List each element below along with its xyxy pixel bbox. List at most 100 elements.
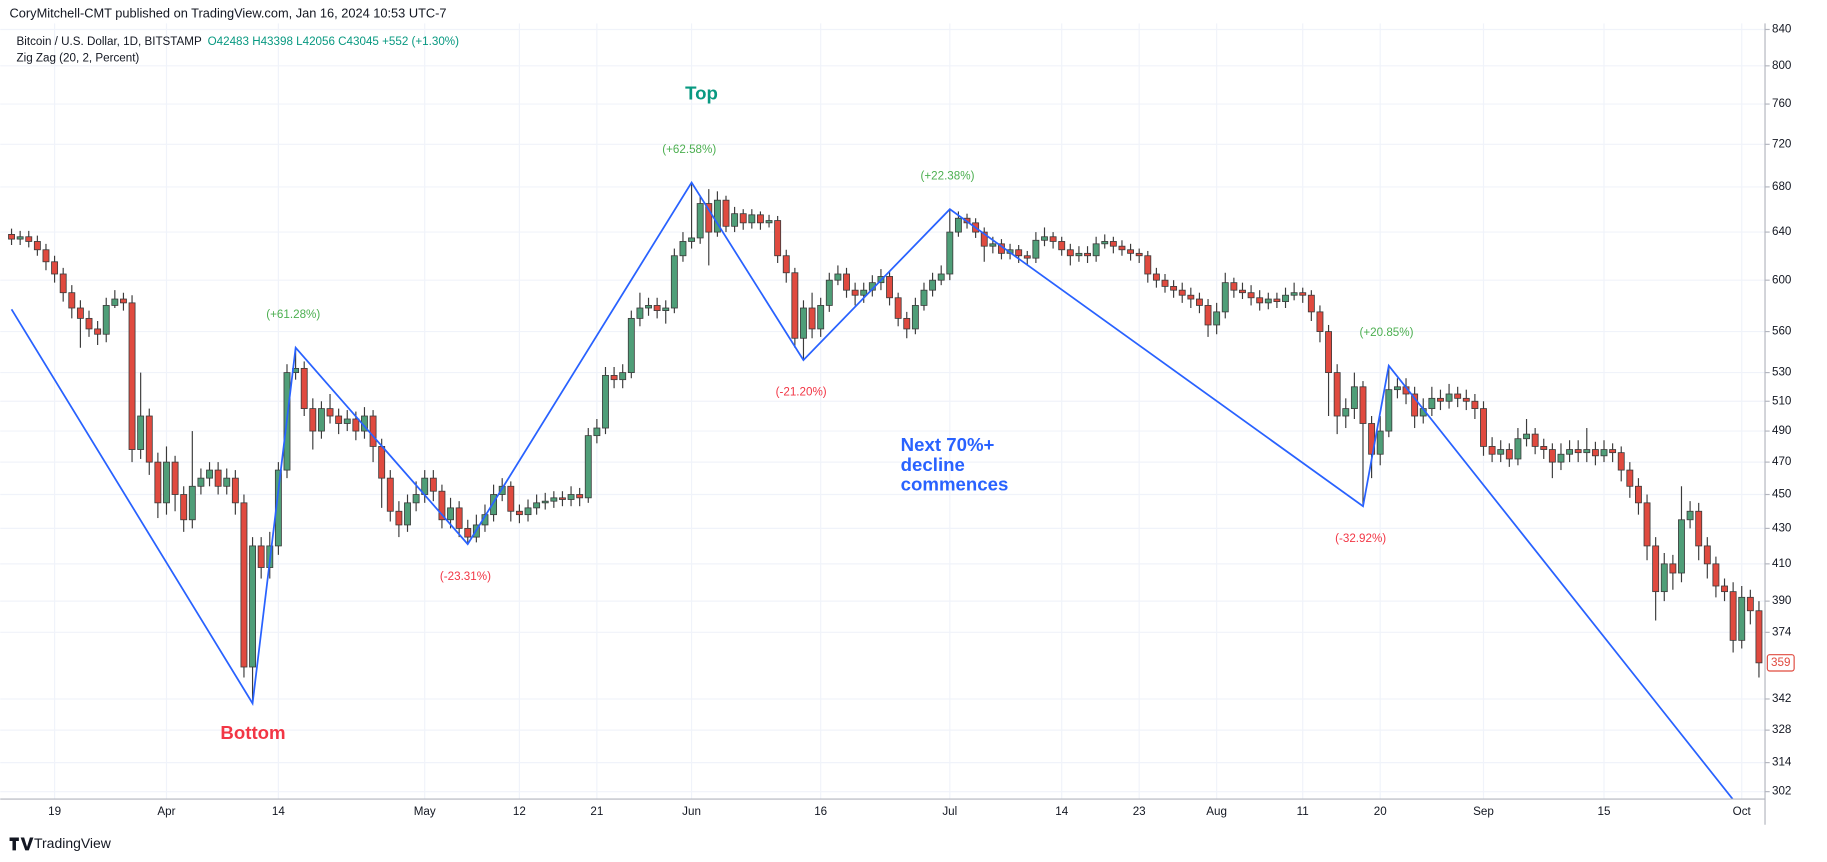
candle-body (171, 461, 179, 495)
grid (0, 23, 1766, 800)
candle-body (808, 307, 816, 330)
candle-body (59, 273, 67, 294)
y-tick-label: 800 (1772, 59, 1792, 72)
candle-body (1505, 449, 1513, 460)
candle-body (894, 297, 902, 319)
candle-body (1342, 408, 1350, 417)
candle-body (154, 461, 162, 504)
candle-body (911, 305, 919, 330)
zigzag-line (10, 180, 1734, 800)
y-tick-label: 390 (1772, 594, 1792, 607)
candle-body (886, 276, 893, 299)
candle-body (1643, 502, 1651, 547)
y-tick-label: 640 (1772, 225, 1792, 238)
candle-body (937, 273, 945, 281)
candle-body (1066, 249, 1074, 257)
candle-body (343, 418, 351, 424)
candle-body (1204, 305, 1212, 326)
candle-body (696, 203, 704, 239)
candle-body (507, 485, 515, 512)
x-tick-label: May (414, 805, 436, 818)
candle-body (739, 213, 747, 224)
swing-label: (-23.31%) (440, 570, 491, 583)
y-tick-label: 342 (1772, 692, 1791, 705)
candle-body (636, 307, 644, 319)
candle-body (679, 241, 687, 257)
x-tick-label: Oct (1733, 805, 1752, 818)
candle-body (1686, 510, 1694, 521)
candle-body (989, 243, 997, 247)
candle-body (524, 507, 532, 516)
candle-body (954, 217, 962, 233)
candle-body (946, 231, 954, 275)
y-tick-label: 410 (1772, 557, 1792, 570)
swing-label: (+20.85%) (1359, 326, 1413, 339)
candle-body (1583, 449, 1591, 454)
y-tick-label: 840 (1772, 23, 1792, 36)
x-tick-label: Jul (942, 805, 957, 818)
x-tick-label: Jun (682, 805, 701, 818)
candle-body (1385, 389, 1393, 432)
candle-body (825, 279, 833, 306)
candle-body (1729, 591, 1737, 641)
candle-body (42, 249, 50, 263)
indicator-legend: Zig Zag (20, 2, Percent) (17, 51, 140, 64)
swing-label: (-32.92%) (1335, 532, 1386, 545)
annotation: decline (901, 454, 965, 475)
swing-label: (+22.38%) (920, 170, 974, 183)
candle-body (1049, 236, 1057, 242)
candle-body (1015, 249, 1023, 257)
candle-body (713, 199, 721, 233)
y-tick-label: 430 (1772, 521, 1792, 534)
candle-body (593, 427, 601, 437)
candle-body (1135, 252, 1143, 257)
candle-body (1548, 449, 1556, 463)
candle-body (369, 415, 377, 447)
candle-body (1454, 393, 1462, 399)
candle-body (1058, 241, 1066, 251)
candle-body (1488, 446, 1496, 455)
candle-body (386, 477, 394, 512)
candle-body (94, 328, 102, 335)
byline: CoryMitchell-CMT published on TradingVie… (10, 5, 447, 20)
x-tick-label: 14 (272, 805, 285, 818)
candle-body (1376, 430, 1384, 455)
candle-body (765, 220, 773, 224)
candle-body (1462, 397, 1470, 402)
candle-body (249, 545, 256, 668)
candle-body (128, 302, 136, 450)
candle-body (197, 477, 205, 487)
candle-body (731, 213, 739, 227)
candle-body (1695, 510, 1703, 547)
candle-body (214, 469, 222, 487)
candle-body (1144, 255, 1152, 275)
candle-body (1600, 449, 1608, 457)
candle-body (25, 236, 33, 242)
candle-body (602, 375, 609, 429)
candle-body (670, 255, 678, 309)
candle-body (51, 261, 59, 275)
annotation: commences (901, 474, 1009, 495)
candle-body (920, 289, 928, 306)
candle-body (1540, 446, 1548, 450)
candle-body (576, 494, 584, 499)
y-tick-label: 530 (1772, 366, 1792, 379)
candle-body (1712, 563, 1720, 587)
candle-body (1755, 610, 1763, 664)
candle-body (817, 305, 825, 330)
candle-body (378, 446, 386, 479)
candle-body (851, 289, 859, 296)
candle-body (335, 415, 343, 424)
candle-body (68, 292, 76, 309)
candle-body (1591, 449, 1599, 457)
candle-body (137, 415, 145, 450)
y-tick-label: 302 (1772, 785, 1791, 798)
candle-body (188, 485, 196, 521)
candle-body (8, 234, 15, 240)
candle-body (903, 317, 911, 330)
x-tick-label: 15 (1598, 805, 1611, 818)
candle-body (1101, 241, 1109, 245)
candle-body (541, 500, 549, 504)
candle-body (1316, 311, 1324, 332)
